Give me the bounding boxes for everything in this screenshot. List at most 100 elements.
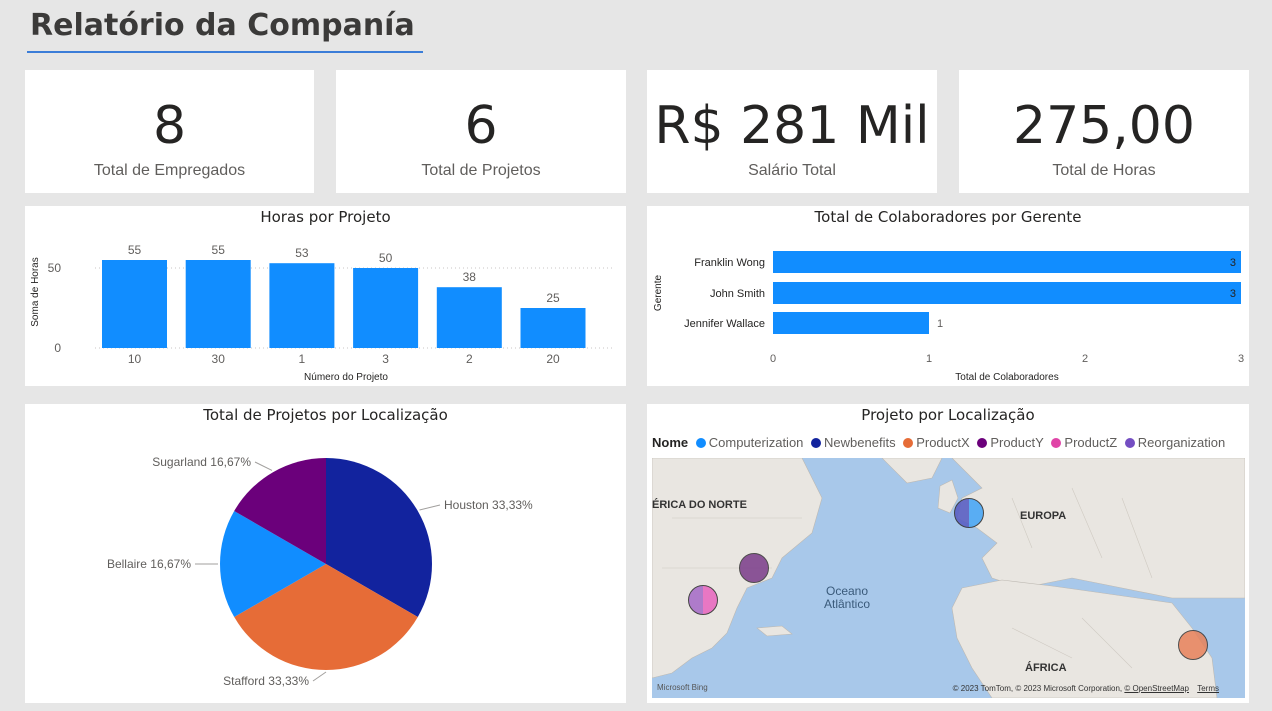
kpi-card-salary[interactable]: R$ 281 Mil Salário Total — [647, 70, 937, 193]
kpi-label: Total de Empregados — [93, 162, 246, 179]
x-axis-label: Total de Colaboradores — [955, 372, 1058, 383]
map-marker-east-usa[interactable] — [739, 553, 769, 583]
hours-by-project-chart: 50 0 Soma de Horas Número do Projeto 55 1… — [30, 243, 615, 383]
legend-label: ProductX — [916, 435, 970, 450]
slice-label-stafford: Stafford 33,33% — [223, 674, 309, 688]
x-tick-0: 0 — [770, 353, 776, 365]
legend-item-producty[interactable]: ProductY — [977, 435, 1044, 450]
y-tick-franklin-wong: Franklin Wong — [694, 257, 765, 269]
data-label-john-smith: 3 — [1230, 288, 1236, 300]
legend-title: Nome — [652, 435, 689, 450]
map-land — [652, 458, 1245, 698]
slice-houston — [326, 458, 432, 617]
label-africa: ÁFRICA — [1025, 662, 1067, 674]
kpi-value: 6 — [464, 96, 498, 156]
map-marker-texas[interactable] — [688, 585, 718, 615]
kpi-card-hours[interactable]: 275,00 Total de Horas — [959, 70, 1249, 193]
title-underline — [27, 51, 423, 53]
bar-20 — [520, 308, 586, 348]
legend-dot — [903, 438, 914, 448]
slice-label-houston: Houston 33,33% — [444, 498, 533, 512]
terms-link[interactable]: Terms — [1197, 684, 1219, 693]
legend-item-newbenefits[interactable]: Newbenefits — [811, 435, 896, 450]
kpi-label: Total de Projetos — [421, 162, 541, 179]
legend-dot — [811, 438, 822, 448]
x-tick-3: 3 — [382, 352, 389, 366]
leader-houston — [419, 504, 441, 511]
map-canvas[interactable]: ÉRICA DO NORTE EUROPA ÁFRICA Oceano Atlâ… — [652, 458, 1245, 698]
legend-label: ProductZ — [1064, 435, 1118, 450]
chart-title: Horas por Projeto — [260, 208, 391, 226]
data-label-30: 55 — [212, 243, 226, 257]
kpi-value: R$ 281 Mil — [654, 96, 930, 156]
legend-dot — [1124, 438, 1135, 448]
data-label-franklin-wong: 3 — [1230, 257, 1236, 269]
bar-1 — [269, 263, 335, 348]
y-axis-label: Gerente — [653, 274, 664, 311]
legend-item-computerization[interactable]: Computerization — [695, 435, 804, 450]
kpi-card-employees[interactable]: 8 Total de Empregados — [25, 70, 314, 193]
employees-by-manager-chart: Gerente 0 1 2 3 Total de Colaboradores F… — [653, 251, 1244, 383]
legend-item-reorganization[interactable]: Reorganization — [1124, 435, 1226, 450]
attribution-text: © 2023 TomTom, © 2023 Microsoft Corporat… — [952, 684, 1123, 693]
data-label-2: 38 — [463, 270, 477, 284]
legend-label: ProductY — [990, 435, 1044, 450]
slice-label-sugarland: Sugarland 16,67% — [152, 455, 251, 469]
map-attribution: © 2023 TomTom, © 2023 Microsoft Corporat… — [953, 684, 1219, 693]
bar-30 — [185, 260, 251, 348]
project-location-map-card[interactable]: Projeto por Localização Nome Computeriza… — [647, 404, 1249, 703]
y-tick-0: 0 — [54, 341, 61, 355]
slice-sugarland — [234, 458, 326, 564]
map-marker-south[interactable] — [1178, 630, 1208, 660]
ocean-line-1: Oceano — [826, 584, 869, 598]
data-label-20: 25 — [546, 291, 560, 305]
legend-label: Reorganization — [1137, 435, 1226, 450]
bar-2 — [436, 287, 502, 348]
chart-title: Total de Colaboradores por Gerente — [814, 208, 1082, 226]
kpi-card-projects[interactable]: 6 Total de Projetos — [336, 70, 626, 193]
x-tick-1: 1 — [926, 353, 932, 365]
slice-stafford — [234, 564, 418, 670]
leader-sugarland — [254, 461, 273, 471]
bar-john-smith — [773, 282, 1241, 304]
legend-item-productz[interactable]: ProductZ — [1051, 435, 1117, 450]
legend-dot — [695, 438, 706, 448]
page-title: Relatório da Companía — [30, 8, 415, 43]
legend-item-productx[interactable]: ProductX — [903, 435, 970, 450]
y-tick-jennifer-wallace: Jennifer Wallace — [684, 318, 765, 330]
bar-jennifer-wallace — [773, 312, 929, 334]
legend-label: Newbenefits — [824, 435, 896, 450]
slice-label-bellaire: Bellaire 16,67% — [107, 557, 191, 571]
kpi-label: Salário Total — [748, 162, 836, 179]
projects-by-location-chart: Houston 33,33% Stafford 33,33% Bellaire 16… — [107, 455, 533, 688]
chart-title: Total de Projetos por Localização — [203, 406, 448, 424]
bar-10 — [102, 260, 167, 348]
data-label-jennifer-wallace: 1 — [937, 318, 943, 330]
map-marker-europe[interactable] — [954, 498, 984, 528]
data-label-3: 50 — [379, 251, 393, 265]
y-tick-50: 50 — [48, 261, 62, 275]
label-north-america: ÉRICA DO NORTE — [652, 499, 747, 511]
employees-by-manager-card[interactable]: Total de Colaboradores por Gerente Geren… — [647, 206, 1249, 386]
bar-franklin-wong — [773, 251, 1241, 273]
legend-dot — [1051, 438, 1062, 448]
label-atlantic-ocean: Oceano Atlântico — [824, 585, 870, 611]
x-tick-3: 3 — [1238, 353, 1244, 365]
legend-label: Computerization — [708, 435, 804, 450]
data-label-10: 55 — [128, 243, 142, 257]
kpi-label: Total de Horas — [1052, 162, 1156, 179]
bing-logo: Microsoft Bing — [657, 683, 708, 692]
ocean-line-2: Atlântico — [824, 597, 871, 611]
slice-bellaire — [220, 511, 326, 618]
x-tick-1: 1 — [299, 352, 306, 366]
x-tick-20: 20 — [546, 352, 560, 366]
map-legend: Nome Computerization Newbenefits Product… — [652, 435, 1229, 450]
projects-by-location-card[interactable]: Total de Projetos por Localização Housto… — [25, 404, 626, 703]
kpi-value: 8 — [152, 96, 187, 156]
legend-dot — [977, 438, 988, 448]
x-tick-2: 2 — [466, 352, 473, 366]
osm-link[interactable]: © OpenStreetMap — [1124, 684, 1189, 693]
hours-by-project-card[interactable]: Horas por Projeto 50 0 Soma de Horas Núm… — [25, 206, 626, 386]
x-tick-30: 30 — [212, 352, 226, 366]
label-europe: EUROPA — [1020, 510, 1067, 522]
